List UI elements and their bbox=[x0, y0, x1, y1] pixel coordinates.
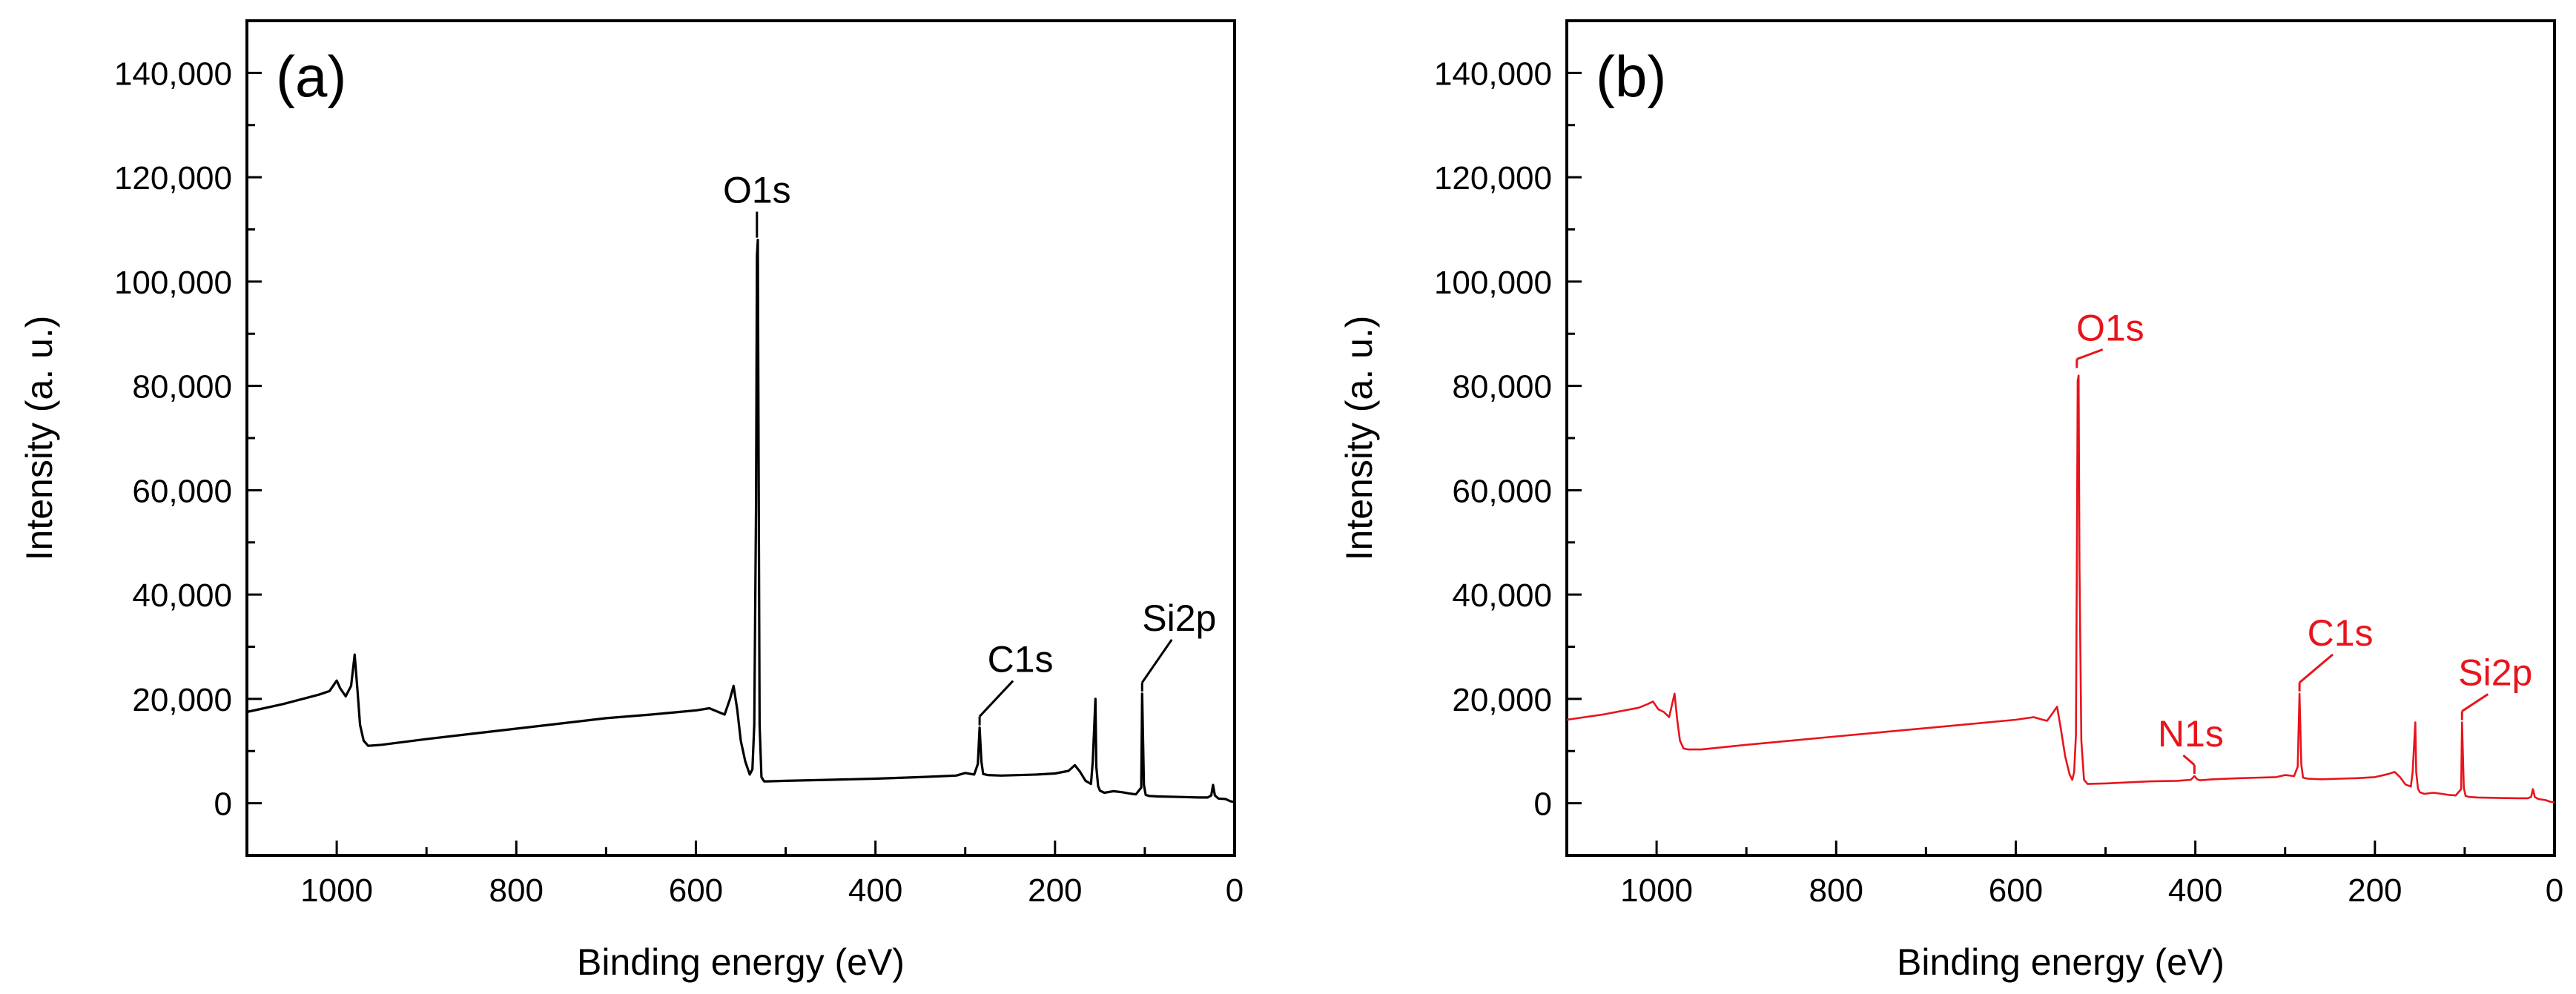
x-axis-title: Binding energy (eV) bbox=[577, 941, 905, 983]
peak-leader-line bbox=[2182, 754, 2196, 766]
y-tick-label: 100,000 bbox=[1434, 265, 1552, 301]
peak-label-si2p: Si2p bbox=[2458, 652, 2532, 694]
y-tick-label: 60,000 bbox=[132, 473, 232, 509]
x-tick-label: 600 bbox=[1989, 872, 2043, 909]
x-tick-label: 400 bbox=[848, 872, 902, 909]
peak-label-c1s: C1s bbox=[2308, 612, 2374, 654]
y-tick-label: 100,000 bbox=[114, 265, 232, 301]
spectrum-line bbox=[1566, 374, 2555, 804]
spectrum-line bbox=[246, 239, 1235, 804]
peak-label-o1s: O1s bbox=[2076, 308, 2144, 349]
x-tick-label: 0 bbox=[1226, 872, 1244, 909]
peak-label-n1s: N1s bbox=[2158, 713, 2224, 755]
y-tick-label: 20,000 bbox=[132, 682, 232, 718]
x-tick-label: 1000 bbox=[1620, 872, 1693, 909]
y-tick-label: 20,000 bbox=[1452, 682, 1552, 718]
y-tick-label: 80,000 bbox=[1452, 369, 1552, 405]
y-tick-label: 0 bbox=[1534, 786, 1552, 823]
panel-label: (b) bbox=[1596, 44, 1666, 109]
x-axis-title: Binding energy (eV) bbox=[1897, 941, 2225, 983]
x-tick-label: 200 bbox=[2348, 872, 2402, 909]
peak-leader-line bbox=[2076, 348, 2104, 360]
x-tick-label: 400 bbox=[2168, 872, 2222, 909]
y-tick-label: 40,000 bbox=[1452, 577, 1552, 614]
chart-panel-a: 1000 800 600 400 200 0 0 20,000 40,000 60,000 80,0… bbox=[19, 19, 1244, 983]
peak-leader-line bbox=[979, 680, 1014, 718]
peak-label-c1s: C1s bbox=[988, 639, 1054, 680]
x-tick-label: 600 bbox=[669, 872, 723, 909]
peak-leader-line bbox=[2461, 693, 2489, 712]
peak-leader-line bbox=[1141, 638, 1173, 683]
y-tick-label: 120,000 bbox=[114, 160, 232, 196]
x-tick-label: 0 bbox=[2546, 872, 2563, 909]
x-tick-label: 800 bbox=[1809, 872, 1863, 909]
y-tick-label: 0 bbox=[214, 786, 232, 823]
x-tick-label: 200 bbox=[1028, 872, 1082, 909]
x-tick-label: 800 bbox=[489, 872, 544, 909]
x-tick-label: 1000 bbox=[300, 872, 373, 909]
peak-leader-line bbox=[2299, 653, 2334, 683]
y-tick-label: 60,000 bbox=[1452, 473, 1552, 509]
y-axis-title: Intensity (a. u.) bbox=[19, 316, 60, 561]
y-tick-label: 80,000 bbox=[132, 369, 232, 405]
peak-label-si2p: Si2p bbox=[1142, 597, 1216, 639]
y-axis-title: Intensity (a. u.) bbox=[1338, 316, 1380, 561]
chart-panel-b: 1000 800 600 400 200 0 0 20,000 40,000 60,000 80,0… bbox=[1338, 19, 2563, 983]
y-tick-label: 140,000 bbox=[114, 56, 232, 92]
y-tick-label: 140,000 bbox=[1434, 56, 1552, 92]
y-tick-label: 120,000 bbox=[1434, 160, 1552, 196]
panel-label: (a) bbox=[276, 44, 346, 109]
peak-label-o1s: O1s bbox=[723, 170, 791, 211]
y-tick-label: 40,000 bbox=[132, 577, 232, 614]
